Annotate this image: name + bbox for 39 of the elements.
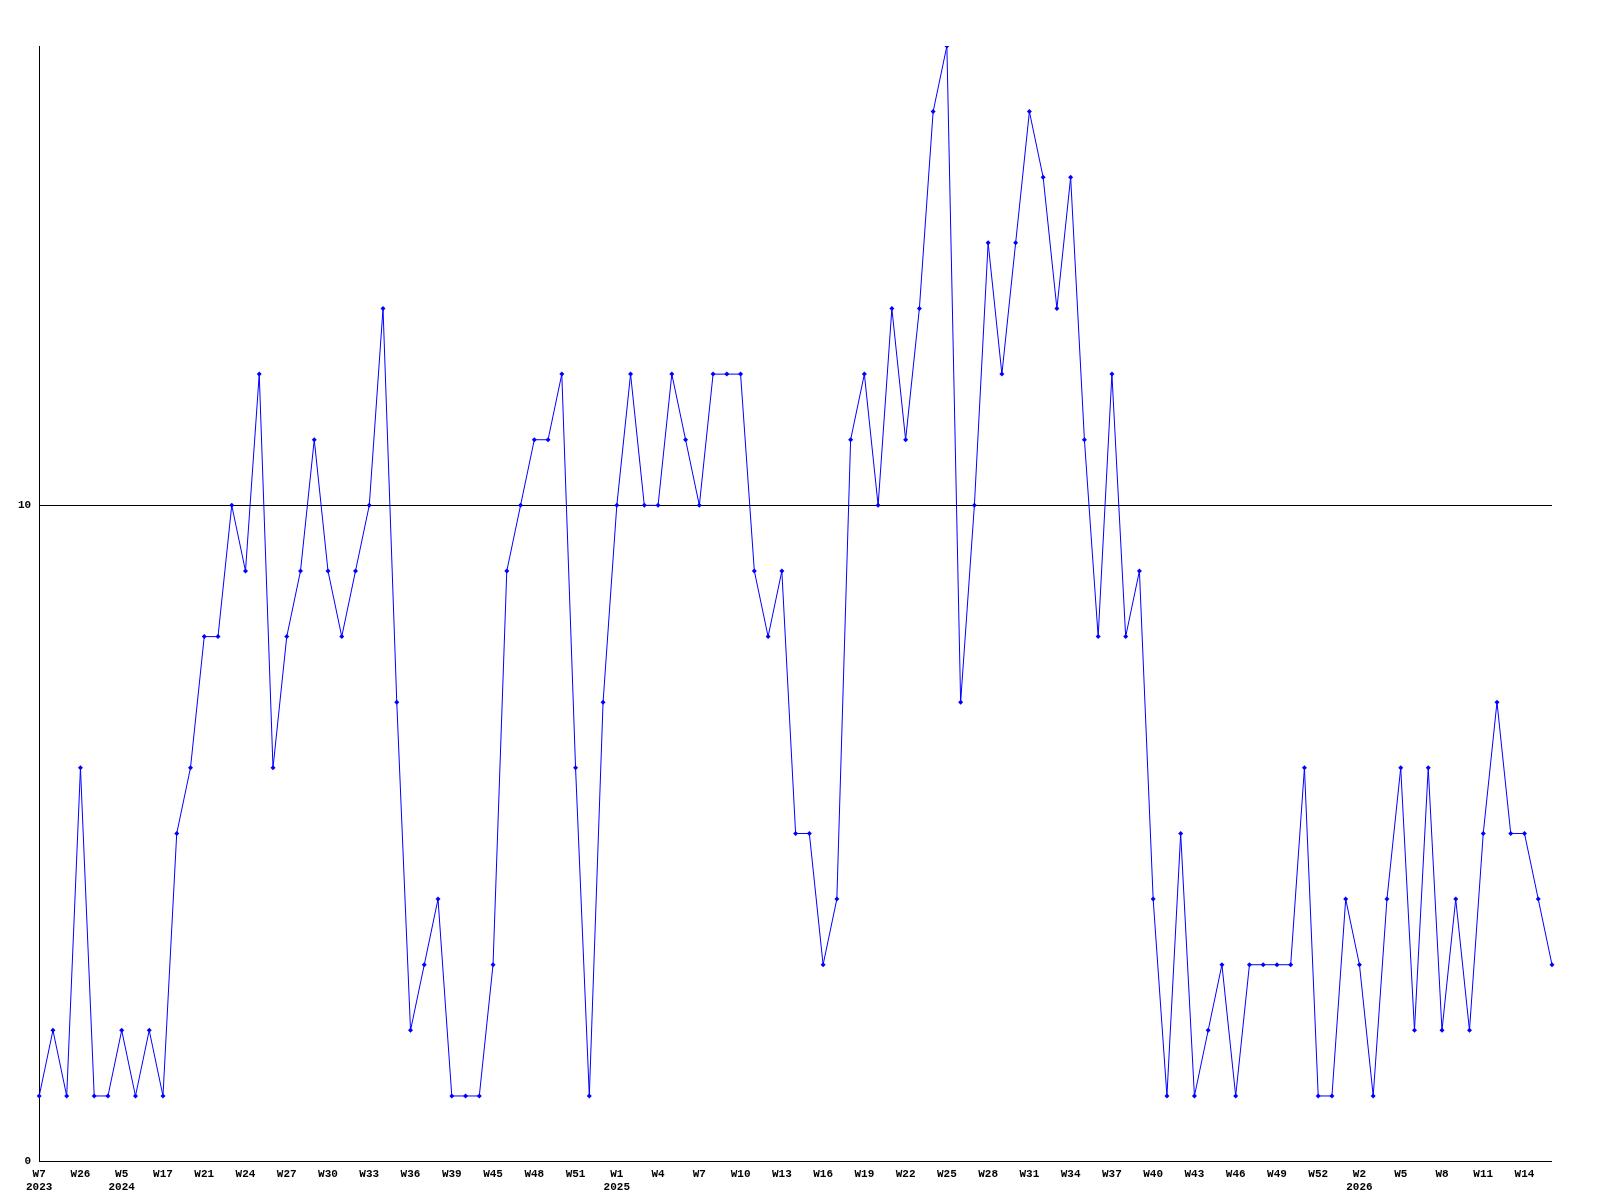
x-tick-label: W8	[1435, 1167, 1449, 1180]
x-tick-label: W51	[565, 1167, 586, 1180]
x-tick-label: W36	[400, 1167, 421, 1180]
x-tick-label: W5 2024	[108, 1167, 136, 1194]
x-tick-label: W49	[1267, 1167, 1287, 1180]
x-tick-label: W14	[1514, 1167, 1535, 1180]
x-tick-label: W25	[936, 1167, 958, 1180]
x-tick-label: W1 2025	[603, 1167, 631, 1194]
x-tick-label: W4	[651, 1167, 666, 1180]
y-tick-label: 0	[24, 1155, 32, 1168]
x-tick-label: W52	[1308, 1167, 1329, 1180]
x-tick-label: W48	[524, 1167, 545, 1180]
x-tick-label: W2 2026	[1346, 1167, 1373, 1194]
x-tick-label: W27	[276, 1167, 297, 1180]
x-tick-label: W34	[1060, 1167, 1081, 1180]
x-tick-label: W40	[1143, 1167, 1164, 1180]
x-tick-label: W5	[1394, 1167, 1408, 1180]
x-tick-label: W13	[771, 1167, 793, 1180]
x-tick-label: W16	[813, 1167, 834, 1180]
x-tick-label: W7	[692, 1167, 706, 1180]
x-tick-label: W10	[730, 1167, 751, 1180]
x-tick-label: W28	[978, 1167, 999, 1180]
x-tick-label: W7 2023	[26, 1167, 53, 1194]
x-tick-label: W24	[235, 1167, 256, 1180]
x-tick-label: W37	[1102, 1167, 1122, 1180]
x-tick-label: W26	[70, 1167, 91, 1180]
x-tick-label: W19	[854, 1167, 875, 1180]
x-tick-label: W21	[194, 1167, 215, 1180]
x-tick-label: W45	[483, 1167, 504, 1180]
x-tick-label: W33	[359, 1167, 380, 1180]
x-tick-label: W11	[1473, 1167, 1494, 1180]
x-tick-label: W31	[1019, 1167, 1040, 1180]
x-tick-label: W43	[1184, 1167, 1205, 1180]
x-tick-label: W17	[153, 1167, 173, 1180]
x-tick-label: W39	[441, 1167, 462, 1180]
x-tick-label: W46	[1225, 1167, 1246, 1180]
y-tick-label: 10	[18, 499, 32, 512]
x-tick-label: W22	[895, 1167, 916, 1180]
x-tick-label: W30	[318, 1167, 338, 1180]
